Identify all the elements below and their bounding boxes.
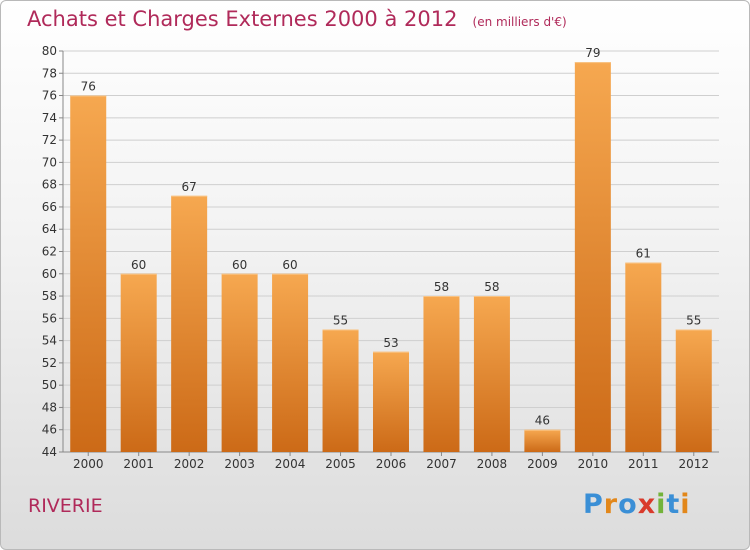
bar <box>171 195 208 453</box>
proxiti-logo: Proxiti <box>583 489 691 520</box>
y-tick-label: 60 <box>42 267 57 281</box>
data-label: 53 <box>383 336 398 350</box>
data-label: 76 <box>81 80 96 94</box>
x-tick-label: 2002 <box>174 457 205 471</box>
y-tick-label: 62 <box>42 245 57 259</box>
data-label: 61 <box>636 247 651 261</box>
y-tick-label: 70 <box>42 155 57 169</box>
y-tick-label: 74 <box>42 111 57 125</box>
y-tick-label: 52 <box>42 356 57 370</box>
data-label: 58 <box>434 280 449 294</box>
logo-letter: r <box>603 489 619 520</box>
x-tick-label: 2008 <box>477 457 508 471</box>
y-tick-label: 66 <box>42 200 57 214</box>
x-tick-label: 2007 <box>426 457 457 471</box>
logo-letter: P <box>583 489 604 520</box>
bar <box>574 62 611 453</box>
logo-letter: x <box>637 489 657 520</box>
data-label: 55 <box>333 313 348 327</box>
x-tick-label: 2003 <box>224 457 255 471</box>
bar <box>473 296 510 452</box>
y-tick-label: 56 <box>42 311 57 325</box>
y-tick-label: 72 <box>42 133 57 147</box>
y-tick-label: 78 <box>42 66 57 80</box>
y-tick-label: 68 <box>42 178 57 192</box>
y-tick-label: 64 <box>42 222 57 236</box>
bar <box>221 273 258 452</box>
x-tick-label: 2009 <box>527 457 558 471</box>
x-tick-label: 2005 <box>325 457 356 471</box>
logo-letter: t <box>666 489 681 520</box>
y-tick-label: 76 <box>42 89 57 103</box>
chart-title: Achats et Charges Externes 2000 à 2012 (… <box>27 7 567 31</box>
x-tick-label: 2004 <box>275 457 306 471</box>
x-tick-label: 2000 <box>73 457 104 471</box>
x-tick-label: 2006 <box>376 457 407 471</box>
bar <box>272 273 309 452</box>
data-label: 60 <box>232 258 247 272</box>
bar <box>423 296 460 452</box>
chart-title-text: Achats et Charges Externes 2000 à 2012 <box>27 7 458 31</box>
data-label: 46 <box>535 414 550 428</box>
bar <box>625 262 662 452</box>
data-label: 60 <box>131 258 146 272</box>
bar <box>675 329 712 452</box>
data-label: 58 <box>484 280 499 294</box>
data-label: 79 <box>585 46 600 60</box>
bar <box>524 429 561 452</box>
logo-letter: i <box>656 489 667 520</box>
data-label: 67 <box>182 180 197 194</box>
x-tick-label: 2011 <box>628 457 659 471</box>
y-tick-label: 50 <box>42 378 57 392</box>
x-tick-label: 2001 <box>123 457 154 471</box>
bar <box>70 95 107 453</box>
bar <box>373 351 409 452</box>
y-tick-label: 58 <box>42 289 57 303</box>
chart-subtitle: (en milliers d'€) <box>472 15 567 29</box>
logo-letter: i <box>680 489 691 520</box>
y-tick-label: 54 <box>42 334 57 348</box>
x-tick-label: 2010 <box>578 457 609 471</box>
commune-name: RIVERIE <box>28 495 103 517</box>
y-tick-label: 80 <box>42 44 57 58</box>
logo-letter: o <box>618 489 638 520</box>
data-label: 55 <box>686 313 701 327</box>
y-tick-label: 46 <box>42 423 57 437</box>
x-tick-label: 2012 <box>678 457 709 471</box>
bar <box>120 273 157 452</box>
bar <box>322 329 359 452</box>
y-tick-label: 48 <box>42 400 57 414</box>
y-tick-label: 44 <box>42 445 57 459</box>
data-label: 60 <box>282 258 297 272</box>
